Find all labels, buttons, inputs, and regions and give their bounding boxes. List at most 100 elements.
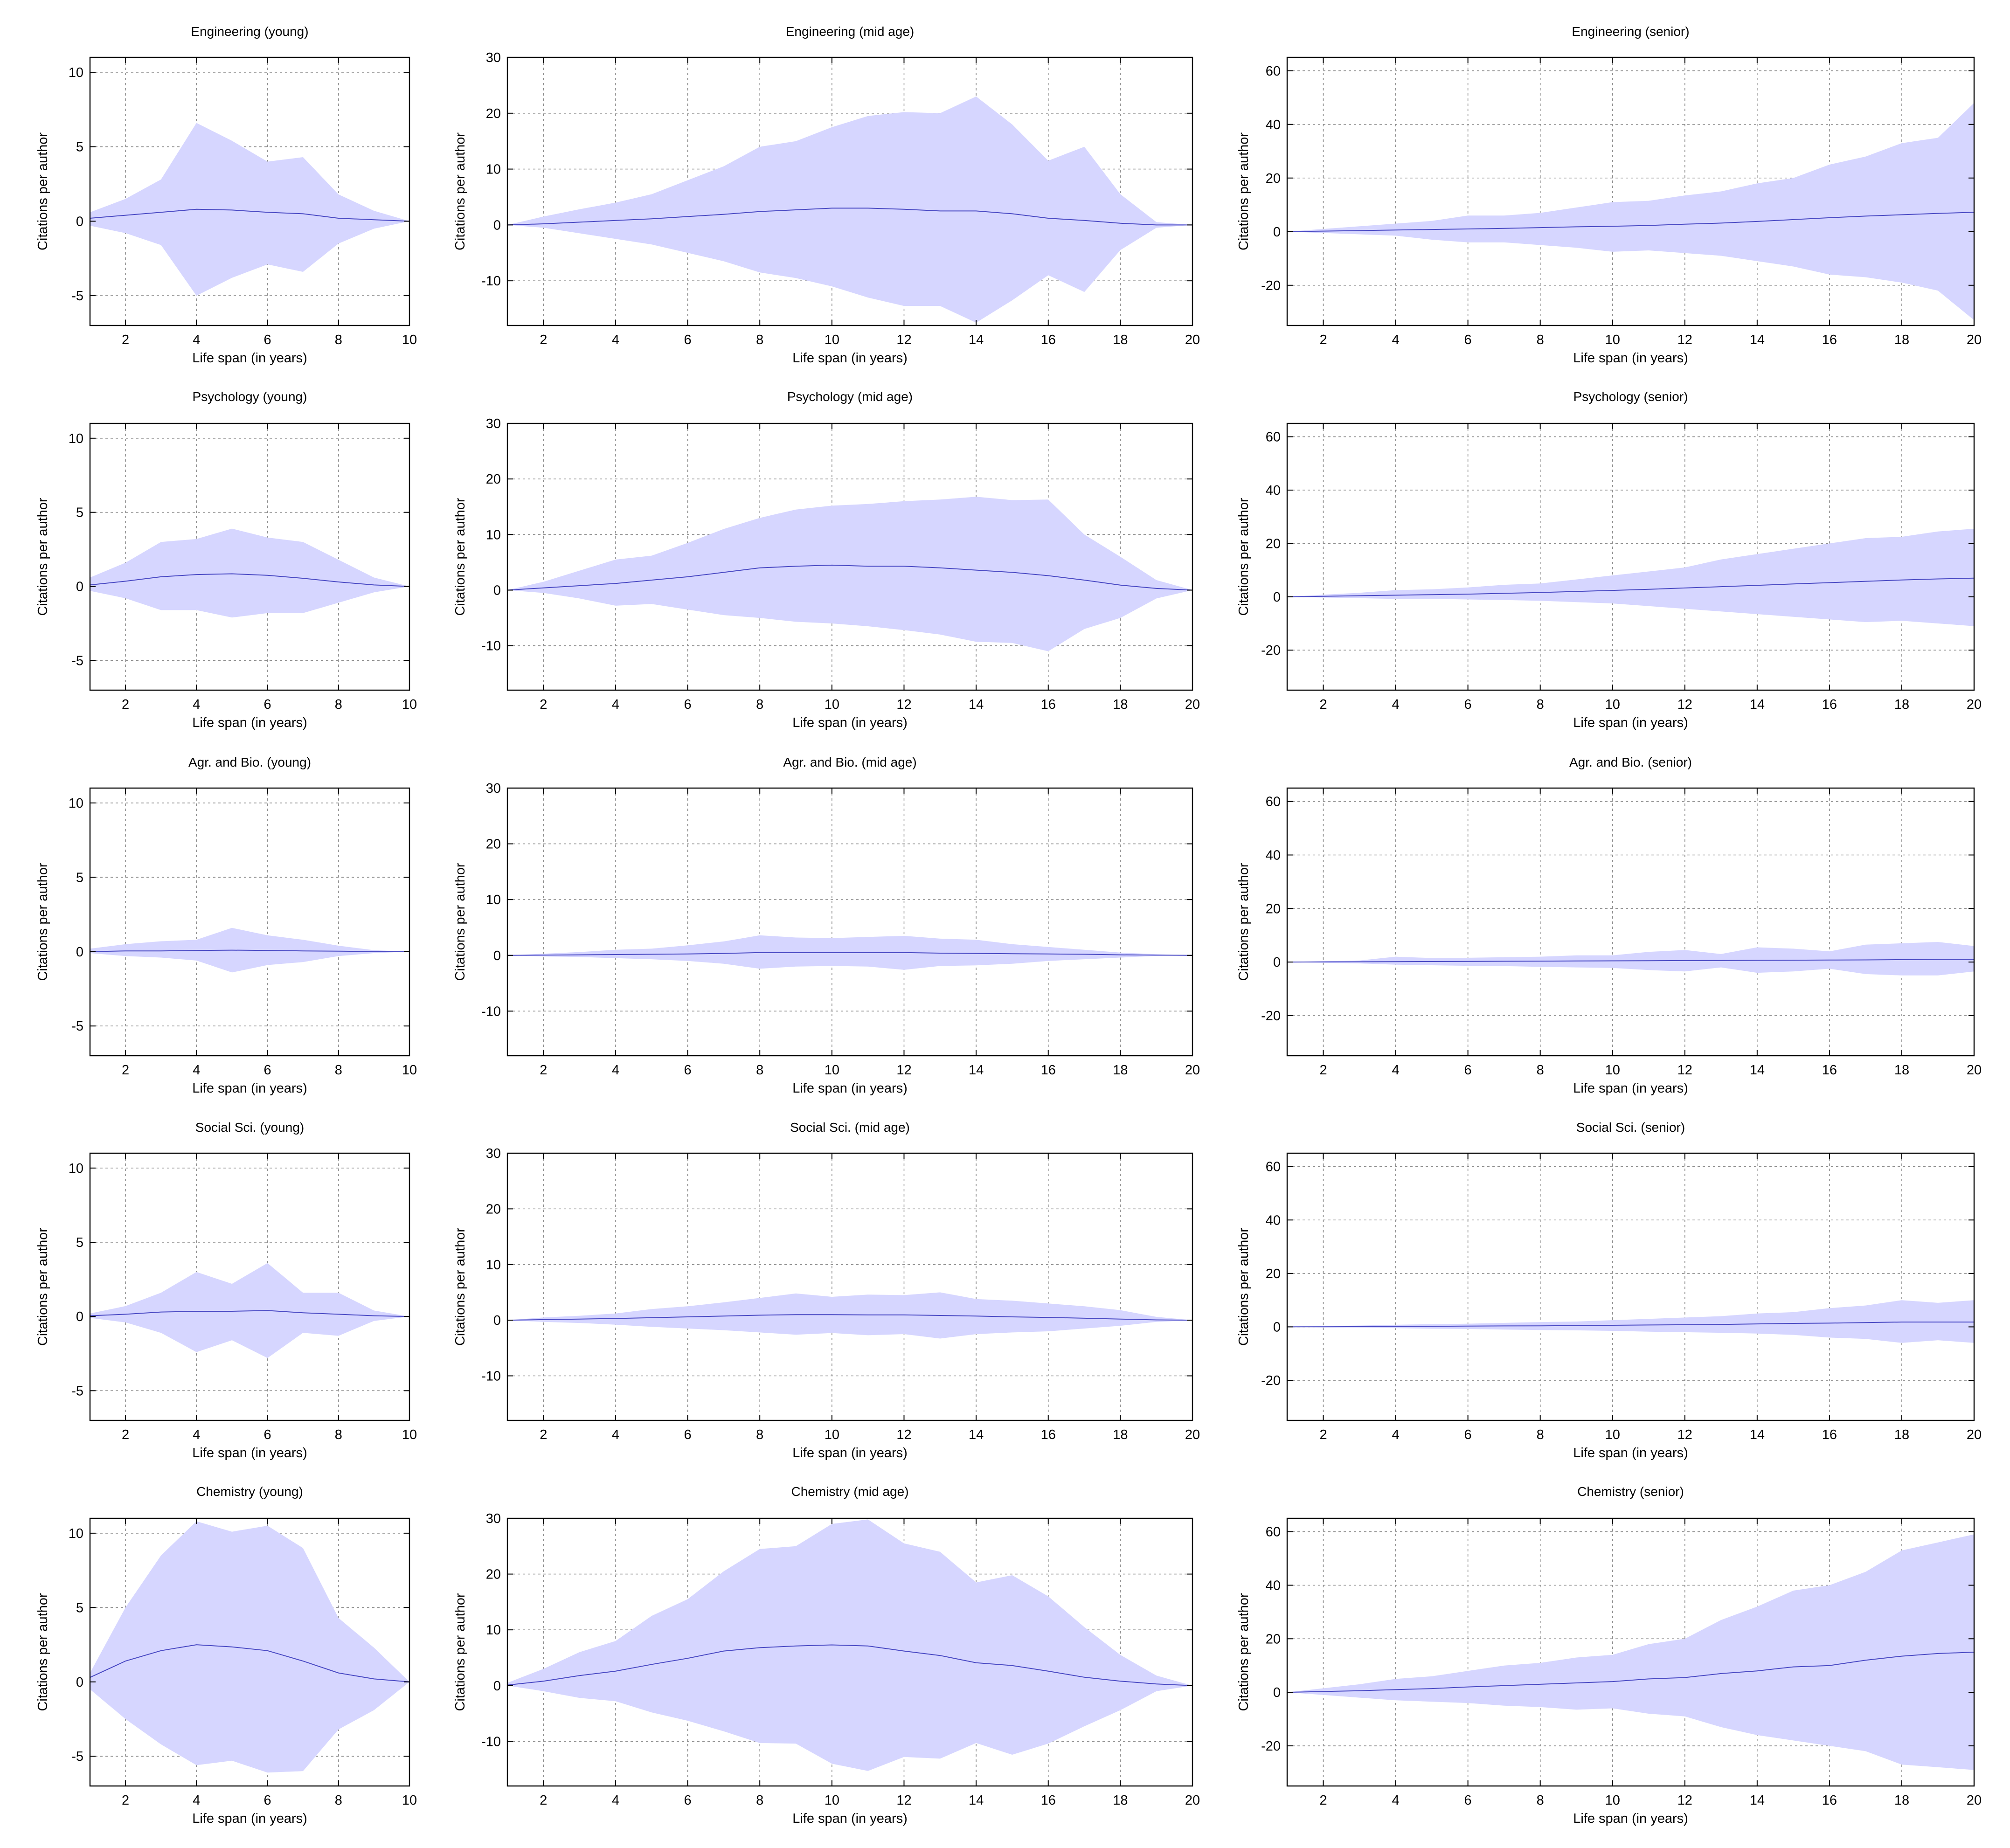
x-tick-label: 14 — [969, 332, 984, 347]
x-axis-label: Life span (in years) — [192, 1081, 307, 1096]
x-tick-label: 12 — [1677, 1063, 1692, 1078]
mean-line — [90, 208, 410, 222]
mean-line — [90, 1644, 410, 1682]
x-tick-label: 6 — [263, 697, 271, 712]
x-tick-label: 2 — [122, 332, 129, 347]
y-axis-label: Citations per author — [453, 132, 468, 250]
x-tick-label: 16 — [1041, 1793, 1056, 1808]
x-tick-label: 4 — [1392, 697, 1400, 712]
chart-title: Agr. and Bio. (senior) — [1569, 755, 1692, 769]
chart-title: Agr. and Bio. (young) — [188, 755, 311, 769]
chart-panel: 2 4 6 8 10 12 14 16 18 20 -20 0 20 40 60 Engineering (s… — [1236, 24, 1982, 366]
x-tick-label: 4 — [612, 1063, 619, 1078]
x-tick-label: 12 — [1677, 332, 1692, 347]
x-tick-label: 2 — [1319, 1793, 1327, 1808]
x-axis-label: Life span (in years) — [192, 1811, 307, 1826]
y-tick-label: 60 — [1266, 64, 1281, 79]
x-tick-label: 12 — [1677, 697, 1692, 712]
x-tick-label: 4 — [1392, 332, 1400, 347]
x-tick-label: 16 — [1822, 1793, 1837, 1808]
plot-frame — [89, 1517, 410, 1787]
chart-panel: 2 4 6 8 10 12 14 16 18 20 -20 0 20 40 60 Social Sci. (s… — [1236, 1120, 1982, 1460]
y-axis-label: Citations per author — [35, 1228, 50, 1346]
x-tick-label: 10 — [1605, 332, 1620, 347]
y-tick-label: 0 — [76, 1309, 83, 1324]
x-tick-label: 10 — [402, 697, 417, 712]
x-tick-label: 10 — [1605, 1793, 1620, 1808]
plot-frame — [506, 422, 1193, 691]
y-tick-label: -20 — [1261, 643, 1281, 658]
x-tick-label: 6 — [684, 697, 692, 712]
x-tick-label: 2 — [1319, 1063, 1327, 1078]
chart-panel: 2 4 6 8 10 12 14 16 18 20 -20 0 20 40 60 Chemistry (sen… — [1236, 1484, 1982, 1826]
y-tick-label: -20 — [1261, 1009, 1281, 1024]
y-axis-label: Citations per author — [35, 132, 50, 250]
chart-panel: 2 4 6 8 10 12 14 16 18 20 -10 0 10 20 30 Psychology (mi… — [453, 389, 1200, 730]
y-tick-label: 30 — [486, 781, 501, 796]
x-tick-label: 8 — [756, 697, 763, 712]
x-tick-label: 6 — [684, 332, 692, 347]
x-tick-label: 10 — [1605, 697, 1620, 712]
x-tick-label: 14 — [1750, 1793, 1765, 1808]
y-tick-label: 40 — [1266, 1213, 1281, 1228]
y-axis-label: Citations per author — [1236, 498, 1251, 616]
y-axis-label: Citations per author — [453, 498, 468, 616]
mean-line — [1287, 959, 1974, 963]
x-tick-label: 4 — [1392, 1427, 1400, 1442]
y-tick-label: 10 — [69, 1526, 83, 1541]
x-tick-label: 4 — [1392, 1793, 1400, 1808]
x-tick-label: 2 — [122, 697, 129, 712]
y-tick-label: 0 — [76, 580, 83, 595]
y-tick-label: 0 — [493, 218, 501, 233]
x-tick-label: 8 — [335, 332, 342, 347]
x-tick-label: 6 — [684, 1427, 692, 1442]
y-tick-label: -20 — [1261, 1373, 1281, 1388]
y-tick-label: 10 — [486, 1258, 501, 1273]
y-tick-label: 0 — [1273, 225, 1281, 240]
chart-title: Engineering (young) — [191, 24, 308, 39]
x-tick-label: 18 — [1894, 697, 1909, 712]
x-tick-label: 12 — [896, 1427, 911, 1442]
y-tick-label: -5 — [71, 1384, 83, 1398]
x-axis-label: Life span (in years) — [792, 351, 908, 366]
x-tick-label: 2 — [540, 697, 547, 712]
chart-title: Social Sci. (senior) — [1576, 1120, 1685, 1135]
x-tick-label: 16 — [1822, 697, 1837, 712]
y-tick-label: 0 — [493, 1313, 501, 1328]
x-tick-label: 10 — [402, 332, 417, 347]
x-tick-label: 4 — [612, 697, 619, 712]
x-axis-label: Life span (in years) — [192, 715, 307, 730]
x-tick-label: 12 — [896, 1063, 911, 1078]
x-tick-label: 2 — [540, 1793, 547, 1808]
x-tick-label: 8 — [1537, 1793, 1544, 1808]
x-tick-label: 6 — [1464, 1427, 1472, 1442]
plot-frame — [506, 787, 1193, 1057]
x-tick-label: 2 — [540, 1427, 547, 1442]
x-axis-label: Life span (in years) — [1573, 1811, 1688, 1826]
x-tick-label: 4 — [193, 697, 200, 712]
x-tick-label: 6 — [684, 1063, 692, 1078]
y-axis-label: Citations per author — [453, 1593, 468, 1711]
y-tick-label: 60 — [1266, 1525, 1281, 1540]
y-tick-label: 20 — [486, 1202, 501, 1217]
chart-panel: 2 4 6 8 10 -5 0 5 10 Social Sci. (young) Life span… — [35, 1120, 417, 1460]
band-area — [90, 123, 409, 296]
y-tick-label: -20 — [1261, 1739, 1281, 1754]
chart-title: Chemistry (mid age) — [791, 1484, 908, 1499]
x-tick-label: 8 — [1537, 1427, 1544, 1442]
x-tick-label: 18 — [1894, 1793, 1909, 1808]
x-tick-label: 18 — [1894, 1063, 1909, 1078]
x-tick-label: 4 — [193, 1427, 200, 1442]
x-tick-label: 4 — [1392, 1063, 1400, 1078]
x-tick-label: 8 — [756, 1063, 763, 1078]
x-tick-label: 2 — [122, 1793, 129, 1808]
band-area — [1287, 942, 1974, 976]
x-tick-label: 6 — [263, 1427, 271, 1442]
y-tick-label: 60 — [1266, 1160, 1281, 1175]
y-axis-label: Citations per author — [453, 863, 468, 981]
band-area — [1287, 1300, 1974, 1343]
y-tick-label: 30 — [486, 416, 501, 431]
y-tick-label: 0 — [493, 583, 501, 598]
band-area — [1287, 1534, 1974, 1770]
chart-title: Social Sci. (young) — [195, 1120, 304, 1135]
